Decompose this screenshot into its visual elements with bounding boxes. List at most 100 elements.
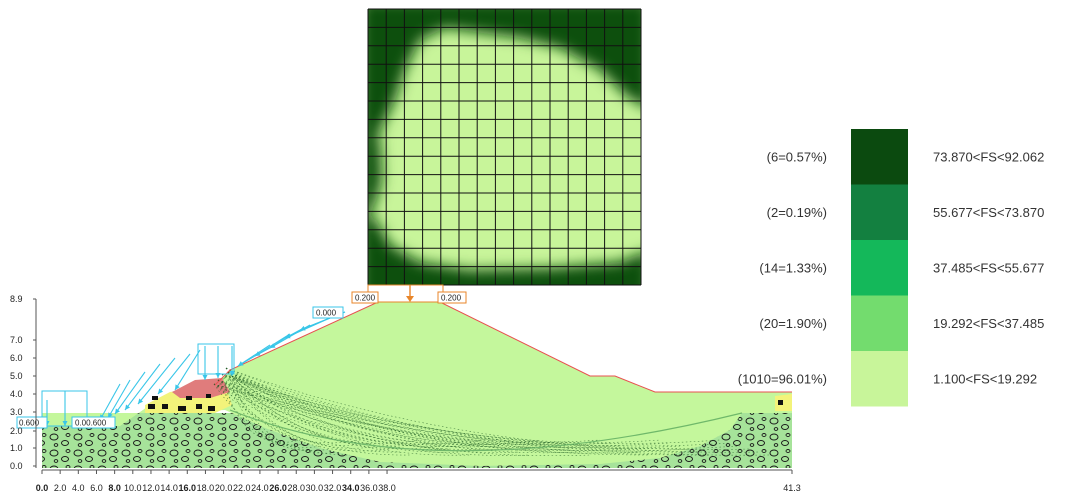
legend-range: 1.100<FS<19.292 — [933, 371, 1037, 386]
load-arrow — [107, 379, 131, 419]
legend-count: (1010=96.01%) — [738, 371, 827, 386]
slope-load-label: 0.000 — [316, 309, 337, 318]
load-outline — [237, 311, 346, 367]
legend-swatch — [851, 351, 908, 407]
legend-swatch — [851, 184, 908, 240]
slip-surface — [225, 367, 701, 453]
load-arrow-head — [62, 421, 68, 426]
slip-surface — [221, 373, 601, 443]
legend-range: 73.870<FS<92.062 — [933, 149, 1044, 164]
slope-load-label-box — [312, 306, 344, 319]
slip-surface — [213, 383, 411, 456]
slip-surface — [231, 375, 381, 449]
grid-dark-region — [368, 9, 641, 285]
deep-slip-surface — [229, 409, 743, 452]
load-arrow-head — [202, 375, 208, 380]
y-tick-label: 0.0 — [10, 461, 23, 471]
legend-range: 19.292<FS<37.485 — [933, 316, 1044, 331]
slope-section — [42, 301, 792, 468]
x-tick-label: 10.0 — [124, 483, 142, 493]
x-tick-label: 26.0 — [269, 483, 287, 493]
crest-load-label-left: 0.200 — [355, 294, 376, 303]
soft-layer-blocks — [148, 394, 783, 411]
crest-load-label-box — [437, 291, 467, 304]
load-arrow-head — [158, 388, 164, 394]
slip-surface — [231, 375, 681, 449]
x-tick-label: 34.0 — [342, 483, 360, 493]
legend-count: (20=1.90%) — [759, 316, 827, 331]
load-arrow — [124, 363, 161, 411]
slip-surface — [217, 379, 751, 450]
y-tick-label: 6.0 — [10, 353, 23, 363]
y-tick-label: 3.0 — [10, 407, 23, 417]
slip-surface — [227, 371, 671, 446]
x-tick-label: 4.0 — [72, 483, 85, 493]
toe-loads: 0.600 0.00.600 — [16, 390, 116, 429]
load-arrow-head — [125, 404, 131, 410]
legend-count: (14=1.33%) — [759, 260, 827, 275]
legend-swatch — [851, 295, 908, 351]
trial-slip-surfaces — [213, 367, 771, 457]
slip-surface — [225, 367, 401, 453]
slip-surface — [225, 367, 521, 453]
y-axis: 0.0 1.0 2.0 3.0 4.0 5.0 6.0 7.0 8.9 — [10, 294, 37, 471]
grid-lines — [367, 8, 642, 286]
ground-surface-line — [214, 301, 792, 393]
crest-load-box — [367, 284, 444, 303]
y-tick-label: 8.9 — [10, 294, 23, 304]
x-tick-label: 2.0 — [54, 483, 67, 493]
legend-swatch — [851, 240, 908, 296]
legend-count: (6=0.57%) — [767, 149, 827, 164]
x-tick-label: 22.0 — [233, 483, 251, 493]
slope-load-label: 0.000 — [312, 306, 344, 319]
slip-surface — [225, 367, 461, 453]
x-tick-label: 12.0 — [142, 483, 160, 493]
load-arrow — [99, 383, 121, 421]
y-tick-label: 2.0 — [10, 426, 23, 436]
x-tick-label: 32.0 — [324, 483, 342, 493]
load-arrow — [174, 349, 201, 391]
x-tick-label: 41.3 — [783, 483, 801, 493]
crest-load: 0.200 0.200 — [351, 284, 467, 304]
slip-surface — [217, 379, 391, 452]
load-outline — [197, 343, 235, 375]
slip-surface — [231, 375, 441, 449]
legend-range: 37.485<FS<55.677 — [933, 260, 1044, 275]
crest-load-label-right: 0.200 — [441, 294, 462, 303]
x-tick-label: 24.0 — [251, 483, 269, 493]
x-tick-label: 0.0 — [36, 483, 49, 493]
slope-load-arrows — [44, 311, 346, 426]
toe-load-label-left: 0.600 — [19, 419, 40, 428]
x-tick-label: 6.0 — [90, 483, 103, 493]
load-arrow — [137, 357, 176, 405]
x-tick-label: 18.0 — [197, 483, 215, 493]
slip-surface — [231, 375, 561, 448]
x-axis: 0.0 2.0 4.0 6.0 8.0 10.0 12.0 14.0 16.0 18.0 20.0 2… — [36, 469, 801, 493]
slip-surface — [217, 379, 631, 451]
toe-load-box — [41, 390, 88, 427]
slip-surface — [231, 375, 501, 448]
x-tick-label: 20.0 — [215, 483, 233, 493]
embankment-body — [42, 302, 792, 466]
toe-load-label-right: 0.00.600 — [75, 419, 107, 428]
slip-surface — [213, 383, 771, 456]
slip-surface — [213, 383, 351, 456]
slip-surface — [227, 371, 371, 446]
slip-surface — [225, 367, 581, 454]
y-tick-label: 4.0 — [10, 389, 23, 399]
slip-surface — [231, 375, 321, 448]
slip-surface — [221, 373, 301, 443]
load-arrow — [114, 371, 146, 415]
slip-surface — [225, 367, 761, 453]
crest-load-label-box — [351, 291, 379, 304]
grid-dark-blob — [368, 9, 641, 163]
toe-load-label-box — [16, 416, 48, 429]
slip-surface — [221, 373, 541, 445]
slip-surface — [231, 375, 741, 450]
x-tick-label: 30.0 — [306, 483, 324, 493]
legend-range: 55.677<FS<73.870 — [933, 205, 1044, 220]
slip-surface — [213, 383, 471, 456]
slip-surface — [221, 373, 481, 445]
load-arrow-head — [175, 384, 180, 390]
